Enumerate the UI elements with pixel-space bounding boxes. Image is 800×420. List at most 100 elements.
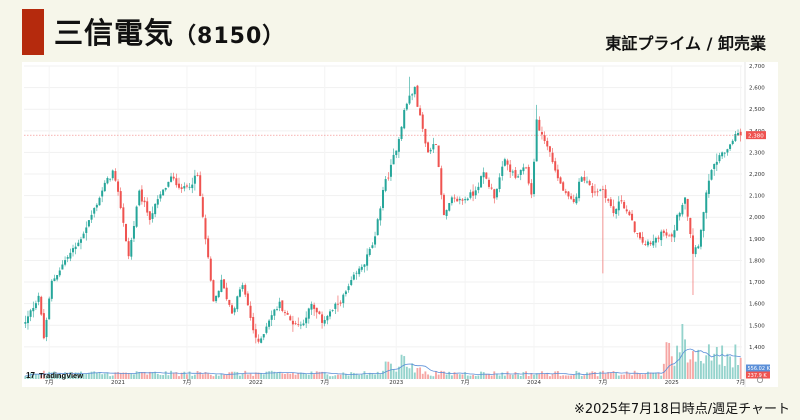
candle-body (167, 181, 170, 187)
candle-body (355, 272, 358, 274)
candle-body (607, 199, 610, 201)
volume-bar (40, 375, 43, 379)
volume-bar (411, 363, 414, 379)
candle-body (132, 226, 135, 239)
candle-body (326, 315, 329, 321)
volume-bar (636, 372, 639, 379)
volume-bar (294, 374, 297, 379)
volume-bar (225, 374, 228, 379)
candle-body (138, 190, 141, 206)
candle-body (686, 198, 689, 217)
candle-body (734, 134, 737, 141)
candle-body (448, 203, 451, 211)
page-title: 三信電気（8150） (54, 10, 285, 52)
volume-bar (443, 371, 445, 379)
candle-body (302, 323, 305, 326)
volume-bar (575, 370, 578, 379)
volume-bar (583, 375, 586, 379)
y-tick-label: 2,500 (749, 107, 765, 113)
candle-body (604, 189, 607, 199)
volume-bar (625, 371, 628, 379)
volume-bar (734, 344, 737, 379)
volume-bar (601, 370, 604, 379)
volume-bar (130, 373, 133, 379)
candle-body (485, 172, 488, 179)
volume-bar (538, 374, 541, 379)
candle-body (578, 181, 581, 199)
candle-body (183, 186, 186, 189)
candle-body (726, 149, 729, 153)
candle-body (175, 178, 178, 186)
volume-bar (435, 371, 437, 379)
candle-body (474, 190, 477, 196)
candle-body (466, 198, 469, 201)
volume-bar (172, 373, 175, 379)
candle-body (193, 175, 196, 184)
candle-body (50, 280, 53, 299)
volume-bar (493, 371, 496, 379)
candle-body (170, 176, 173, 182)
volume-bar (652, 372, 655, 379)
volume-bar (188, 371, 191, 379)
volume-bar (50, 372, 53, 379)
candle-body (122, 207, 125, 223)
volume-bar (37, 373, 40, 379)
candle-body (429, 149, 432, 152)
volume-bar (366, 374, 369, 379)
candle-body (315, 307, 318, 313)
candle-body (434, 144, 437, 145)
volume-bar (684, 339, 686, 379)
candle-body (191, 184, 194, 189)
volume-bar (408, 368, 411, 379)
candle-body (458, 198, 461, 201)
volume-bar (119, 372, 122, 379)
volume-bar (647, 371, 649, 379)
volume-bar (368, 372, 371, 379)
candle-body (106, 178, 109, 184)
volume-bar (61, 376, 64, 379)
candle-body (702, 212, 705, 232)
volume-bar (511, 374, 514, 379)
candle-body (323, 320, 326, 324)
volume-bar (612, 371, 615, 379)
candle-body (691, 235, 694, 254)
candle-body (588, 181, 591, 186)
candle-body (148, 211, 151, 220)
volume-bar (167, 375, 170, 379)
volume-bar (530, 373, 533, 379)
candle-body (101, 190, 104, 197)
candle-body (29, 310, 32, 317)
candle-body (172, 176, 175, 179)
candle-body (270, 315, 273, 320)
volume-bar (607, 372, 610, 379)
volume-bar (649, 372, 652, 379)
volume-bar (87, 373, 90, 379)
candle-body (58, 270, 61, 276)
volume-bar (164, 371, 167, 379)
volume-bar (122, 372, 125, 379)
volume-bar (665, 342, 668, 379)
volume-value-label: 556.02 K (748, 366, 771, 372)
candle-body (509, 164, 512, 173)
volume-bar (350, 372, 353, 379)
volume-bar (594, 372, 596, 379)
volume-bar (77, 372, 80, 379)
candle-body (310, 303, 313, 310)
candle-body (246, 293, 249, 306)
volume-bar (445, 374, 448, 379)
candle-body (660, 231, 663, 241)
candle-body (654, 237, 657, 243)
volume-bar (564, 375, 567, 379)
volume-bar (599, 371, 602, 379)
volume-bar (231, 371, 233, 379)
candle-body (207, 238, 210, 258)
candle-body (395, 150, 398, 156)
volume-bar (260, 372, 263, 379)
candle-body (617, 201, 620, 211)
volume-bar (548, 376, 551, 379)
candle-body (456, 198, 459, 202)
candle-body (146, 201, 149, 213)
volume-bar (307, 374, 310, 379)
candle-body (737, 132, 740, 136)
volume-bar (236, 371, 239, 379)
